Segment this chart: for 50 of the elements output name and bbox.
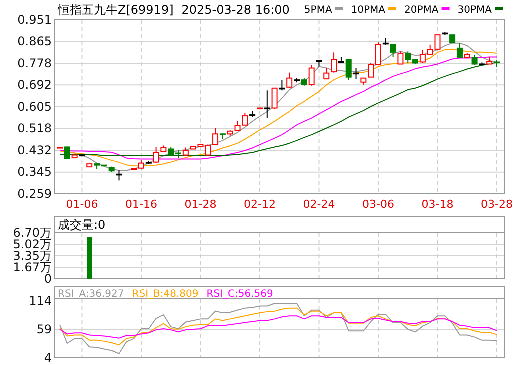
candlestick: [346, 59, 352, 81]
chart-title: 恒指五九牛Z[69919]: [57, 3, 174, 17]
chart-title: 成交量:0: [58, 218, 106, 232]
text: RSI_A:36.927: [58, 289, 124, 300]
x-tick-label: 02-12: [244, 198, 276, 211]
x-tick-label: 02-24: [303, 198, 336, 211]
candlestick: [353, 68, 360, 80]
y-tick-label: 0.259: [18, 186, 52, 201]
y-tick-label: 4: [44, 350, 52, 365]
candlestick: [308, 64, 315, 86]
x-tick-label: 03-06: [362, 198, 394, 211]
y-tick-label: 0.865: [18, 34, 52, 48]
x-tick-label: 03-28: [481, 198, 513, 211]
y-tick-label: 0.778: [18, 56, 52, 70]
x-tick-label: 01-28: [184, 198, 217, 211]
candlestick: [390, 44, 396, 58]
candlestick: [64, 146, 70, 160]
candlestick: [264, 90, 270, 119]
y-tick-label: 0.605: [18, 100, 52, 114]
candlestick: [116, 170, 122, 182]
chart-subtitle: 2025-03-28 16:00: [182, 3, 290, 17]
candlestick: [456, 42, 463, 59]
legend-label: 20PMA: [404, 5, 439, 16]
candlestick: [331, 52, 338, 74]
candlestick: [324, 68, 330, 80]
x-tick-label: 03-18: [422, 198, 454, 211]
candlestick: [279, 80, 286, 92]
y-tick-label: 0.345: [18, 165, 52, 180]
line-series: [60, 316, 498, 339]
legend-label: 10PMA: [351, 5, 386, 16]
candlestick: [272, 88, 278, 110]
series-label: RSI_C:56.569: [206, 289, 274, 300]
x-tick-label: 01-06: [66, 198, 98, 211]
candlestick: [153, 146, 160, 164]
y-tick-label: 0.518: [18, 122, 52, 136]
text: RSI_B:48.809: [132, 289, 199, 300]
legend-label: 5PMA: [304, 5, 332, 16]
x-tick-label: 01-16: [125, 198, 158, 211]
y-tick-label: 0.432: [18, 143, 52, 158]
candlestick: [212, 128, 219, 146]
candlestick: [398, 51, 404, 65]
y-tick-label: 0.692: [18, 78, 52, 92]
legend-label: 30PMA: [458, 5, 492, 16]
y-tick-label: 114: [29, 294, 52, 308]
y-tick-label: 0.951: [18, 12, 52, 27]
line-series: [60, 303, 498, 354]
y-tick-label: 59: [36, 322, 52, 336]
candlestick: [286, 72, 293, 89]
line-series: [60, 308, 498, 346]
y-tick-label: 6.70万: [13, 226, 52, 240]
